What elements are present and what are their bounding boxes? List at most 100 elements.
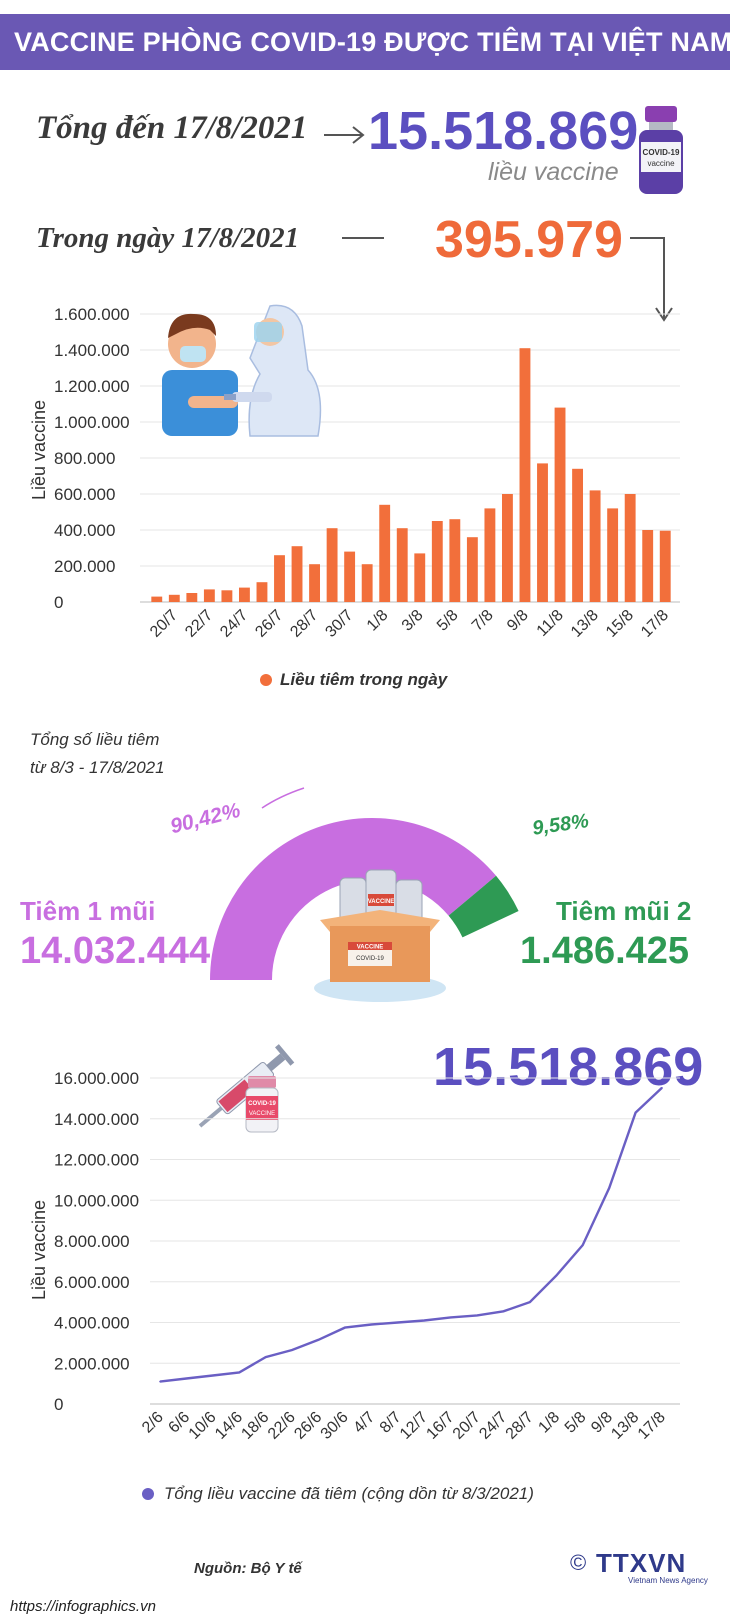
daily-y-tick: 1.400.000 bbox=[54, 341, 130, 360]
total-value: 15.518.869 bbox=[368, 101, 639, 161]
cumulative-x-tick: 17/8 bbox=[635, 1409, 669, 1443]
daily-bar bbox=[501, 494, 513, 602]
cumulative-x-tick: 28/7 bbox=[503, 1409, 537, 1443]
cumulative-point bbox=[581, 1244, 584, 1246]
daily-bar bbox=[168, 594, 180, 602]
cumulative-point bbox=[449, 1316, 452, 1319]
cumulative-y-tick: 4.000.000 bbox=[54, 1314, 130, 1333]
cumulative-point bbox=[529, 1301, 531, 1303]
cumulative-y-tick: 12.000.000 bbox=[54, 1151, 139, 1170]
cumulative-x-tick: 1/8 bbox=[535, 1409, 563, 1437]
daily-bar bbox=[589, 490, 601, 602]
cumulative-x-tick: 18/6 bbox=[238, 1409, 272, 1443]
cumulative-point bbox=[185, 1377, 188, 1380]
daily-y-tick: 800.000 bbox=[54, 449, 115, 468]
arrow-right-icon bbox=[324, 126, 365, 144]
cumulative-point bbox=[238, 1371, 241, 1374]
cumulative-highlight-value: 15.518.869 bbox=[433, 1037, 704, 1097]
syringe-icon: COVID-19 VACCINE bbox=[198, 1044, 295, 1133]
copyright-icon: © bbox=[570, 1550, 587, 1575]
daily-y-axis-label: Liều vaccine bbox=[29, 400, 49, 500]
daily-bar bbox=[537, 463, 548, 602]
cumulative-point bbox=[502, 1310, 505, 1313]
daily-bar bbox=[624, 494, 636, 602]
vial-sub: vaccine bbox=[647, 159, 675, 168]
cumulative-x-tick: 4/7 bbox=[350, 1409, 378, 1437]
vaccine-box-illustration: VACCINE VACCINE COVID-19 bbox=[314, 869, 446, 1002]
daily-bar bbox=[151, 596, 163, 602]
daily-bar bbox=[396, 528, 408, 602]
vaccination-illustration bbox=[162, 304, 322, 437]
daily-bar bbox=[466, 537, 478, 602]
daily-bar bbox=[291, 546, 303, 602]
daily-x-tick: 7/8 bbox=[469, 607, 497, 635]
box-lid-vial-label: VACCINE bbox=[368, 899, 395, 905]
daily-bar bbox=[344, 551, 356, 602]
split-title-line2: từ 8/3 - 17/8/2021 bbox=[30, 758, 165, 777]
cumulative-point bbox=[212, 1374, 214, 1377]
cumulative-y-tick: 2.000.000 bbox=[54, 1354, 130, 1373]
cumulative-x-tick: 10/6 bbox=[186, 1409, 220, 1443]
daily-bar bbox=[449, 519, 461, 602]
cumulative-point bbox=[396, 1321, 399, 1324]
cumulative-point bbox=[555, 1274, 558, 1277]
daily-y-tick: 1.000.000 bbox=[54, 413, 130, 432]
daily-bar bbox=[414, 553, 426, 602]
daily-bar bbox=[309, 564, 321, 602]
cumulative-x-tick: 22/6 bbox=[265, 1409, 299, 1443]
dose2-value: 1.486.425 bbox=[520, 930, 690, 972]
dose1-leader-line bbox=[261, 787, 305, 809]
day-label: Trong ngày 17/8/2021 bbox=[36, 222, 300, 254]
cumulative-x-tick: 12/7 bbox=[397, 1409, 431, 1443]
daily-bar bbox=[642, 530, 654, 602]
vial-brand: COVID-19 bbox=[643, 148, 680, 157]
cumulative-point bbox=[608, 1187, 610, 1189]
daily-x-tick: 5/8 bbox=[434, 607, 462, 635]
cumulative-point bbox=[661, 1087, 663, 1089]
syringe-vial-brand: COVID-19 bbox=[248, 1101, 276, 1107]
daily-bar bbox=[203, 589, 215, 602]
cumulative-point bbox=[291, 1349, 293, 1351]
daily-bar bbox=[607, 508, 619, 602]
daily-x-tick: 26/7 bbox=[252, 607, 286, 641]
cumulative-y-tick: 6.000.000 bbox=[54, 1273, 130, 1292]
daily-y-tick: 1.600.000 bbox=[54, 305, 130, 324]
daily-legend-marker bbox=[260, 674, 272, 686]
header-banner bbox=[0, 14, 730, 70]
footer-band bbox=[0, 1596, 730, 1622]
cumulative-point bbox=[344, 1326, 346, 1329]
vaccine-vial-icon: COVID-19 vaccine bbox=[639, 106, 683, 194]
daily-bar bbox=[326, 528, 338, 602]
cumulative-y-tick: 14.000.000 bbox=[54, 1110, 139, 1129]
dose2-label: Tiêm mũi 2 bbox=[556, 896, 692, 926]
total-label: Tổng đến 17/8/2021 bbox=[36, 110, 308, 146]
daily-x-tick: 22/7 bbox=[182, 607, 216, 641]
daily-x-tick: 24/7 bbox=[217, 607, 251, 641]
daily-bar bbox=[659, 530, 671, 602]
page-title: VACCINE PHÒNG COVID-19 ĐƯỢC TIÊM TẠI VIỆ… bbox=[14, 27, 730, 57]
day-value: 395.979 bbox=[435, 211, 623, 269]
cumulative-y-axis-label: Liều vaccine bbox=[29, 1200, 49, 1300]
daily-bar bbox=[484, 508, 496, 602]
cumulative-x-tick: 26/6 bbox=[291, 1409, 325, 1443]
dose1-label: Tiêm 1 mũi bbox=[20, 896, 156, 926]
cumulative-line-chart: 16.000.000 14.000.000 12.000.000 10.000.000… bbox=[29, 1069, 680, 1443]
daily-bar bbox=[256, 582, 268, 602]
cumulative-point bbox=[159, 1380, 161, 1383]
doses-donut-chart bbox=[210, 787, 519, 980]
cumulative-x-tick: 16/7 bbox=[423, 1409, 457, 1443]
daily-bar bbox=[431, 521, 443, 602]
donut-slice-dose2 bbox=[448, 875, 519, 938]
dash-line bbox=[342, 237, 384, 239]
daily-y-tick: 200.000 bbox=[54, 557, 115, 576]
daily-x-tick: 15/8 bbox=[603, 607, 637, 641]
cumulative-legend-marker bbox=[142, 1488, 154, 1500]
daily-bar bbox=[379, 504, 391, 602]
cumulative-x-tick: 5/8 bbox=[562, 1409, 590, 1437]
cumulative-y-tick: 16.000.000 bbox=[54, 1069, 139, 1088]
daily-y-tick: 600.000 bbox=[54, 485, 115, 504]
cumulative-x-tick: 20/7 bbox=[450, 1409, 484, 1443]
cumulative-y-tick: 8.000.000 bbox=[54, 1232, 130, 1251]
cumulative-series-line bbox=[159, 1086, 663, 1383]
cumulative-x-tick: 14/6 bbox=[212, 1409, 246, 1443]
